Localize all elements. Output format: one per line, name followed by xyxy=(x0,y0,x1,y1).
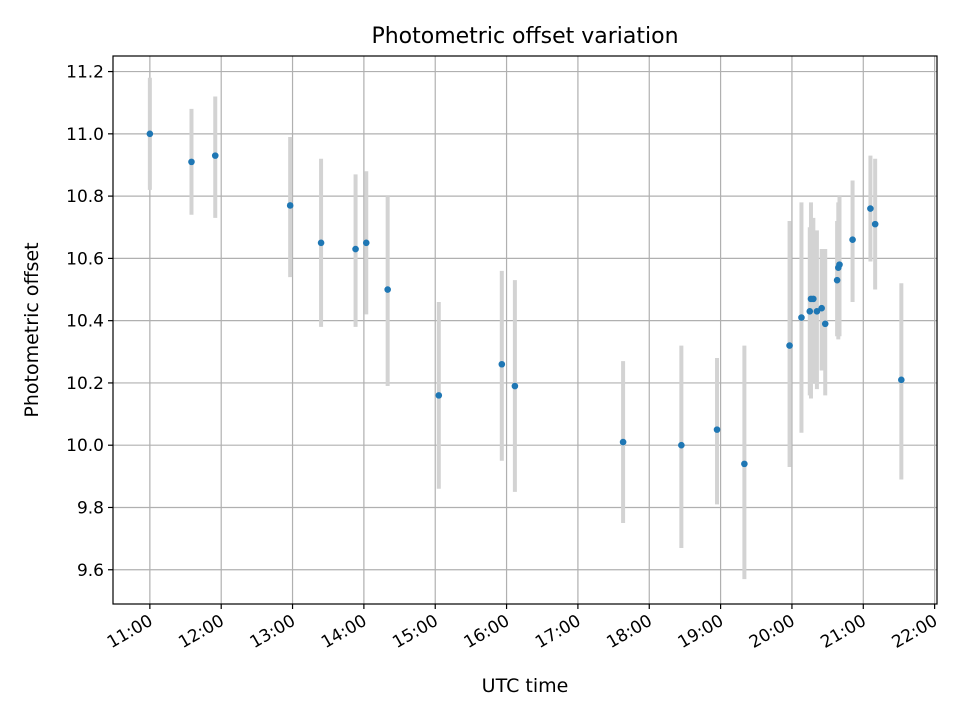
data-point xyxy=(511,382,519,390)
data-point xyxy=(810,295,817,303)
data-point xyxy=(498,360,506,368)
data-point xyxy=(849,236,856,244)
data-point xyxy=(286,202,294,209)
data-point xyxy=(798,314,805,321)
data-point xyxy=(867,205,874,212)
y-tick-label: 10.8 xyxy=(66,187,104,207)
data-points xyxy=(146,130,905,468)
data-point xyxy=(806,308,814,315)
y-tick-label: 10.4 xyxy=(66,312,104,332)
data-point xyxy=(871,220,879,228)
data-point xyxy=(741,460,748,468)
data-point xyxy=(362,239,370,247)
y-tick-label: 10.0 xyxy=(66,436,104,456)
plot-area-frame xyxy=(112,55,938,605)
y-tick-label: 11.2 xyxy=(66,63,104,83)
data-point xyxy=(435,392,443,399)
data-point xyxy=(898,376,905,384)
data-point xyxy=(211,152,219,159)
y-axis-ticks: 9.6 9.8 10.0 10.2 10.4 10.6 10.8 11.0 11.2 xyxy=(66,63,113,581)
grid-lines xyxy=(113,56,937,604)
data-point xyxy=(813,308,821,315)
x-axis-label: UTC time xyxy=(482,675,569,697)
data-point xyxy=(146,130,154,138)
data-point xyxy=(786,342,793,349)
data-point xyxy=(833,276,841,284)
data-point xyxy=(713,426,721,433)
y-tick-label: 11.0 xyxy=(66,125,104,145)
y-tick-label: 9.8 xyxy=(77,498,104,518)
data-point xyxy=(619,438,627,446)
data-point xyxy=(384,286,391,293)
y-tick-label: 10.2 xyxy=(66,374,104,394)
data-point xyxy=(836,261,843,268)
data-point xyxy=(818,304,825,312)
y-tick-label: 10.6 xyxy=(66,249,104,269)
data-point xyxy=(352,245,359,253)
data-point xyxy=(317,239,325,247)
y-axis-label: Photometric offset xyxy=(21,242,43,417)
data-point xyxy=(821,320,829,328)
y-tick-label: 9.6 xyxy=(77,561,104,581)
data-point xyxy=(188,158,195,166)
chart-title: Photometric offset variation xyxy=(371,24,678,49)
data-point xyxy=(678,441,685,449)
